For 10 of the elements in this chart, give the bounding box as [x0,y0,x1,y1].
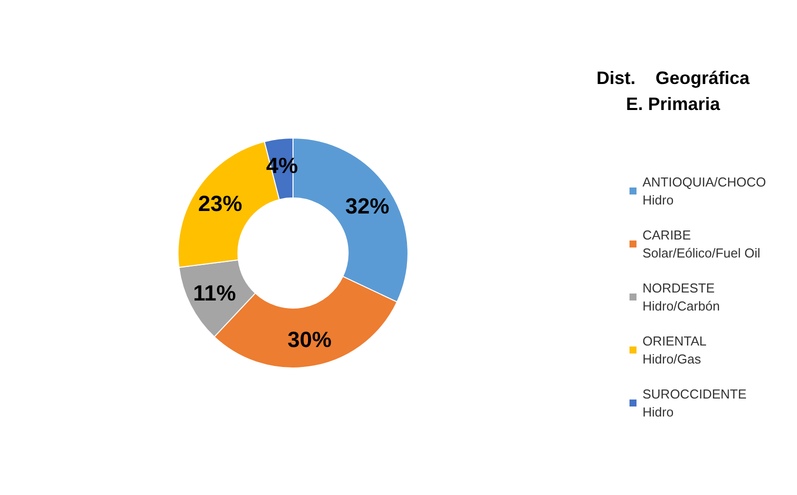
chart-title: Dist. Geográfica E. Primaria [596,68,751,114]
data-label: 11% [193,280,236,306]
legend-label: CARIBE Solar/Eólico/Fuel Oil [642,228,760,260]
data-label: 32% [345,193,390,218]
legend-label: SUROCCIDENTE Hidro [642,386,747,420]
legend-label: ANTIOQUIA/CHOCO Hidro [642,174,766,208]
legend-label: NORDESTE Hidro/Carbón [642,280,720,314]
data-label: 30% [287,326,332,352]
data-label: 23% [198,191,242,216]
legend-label: ORIENTAL Hidro/Gas [642,334,707,366]
